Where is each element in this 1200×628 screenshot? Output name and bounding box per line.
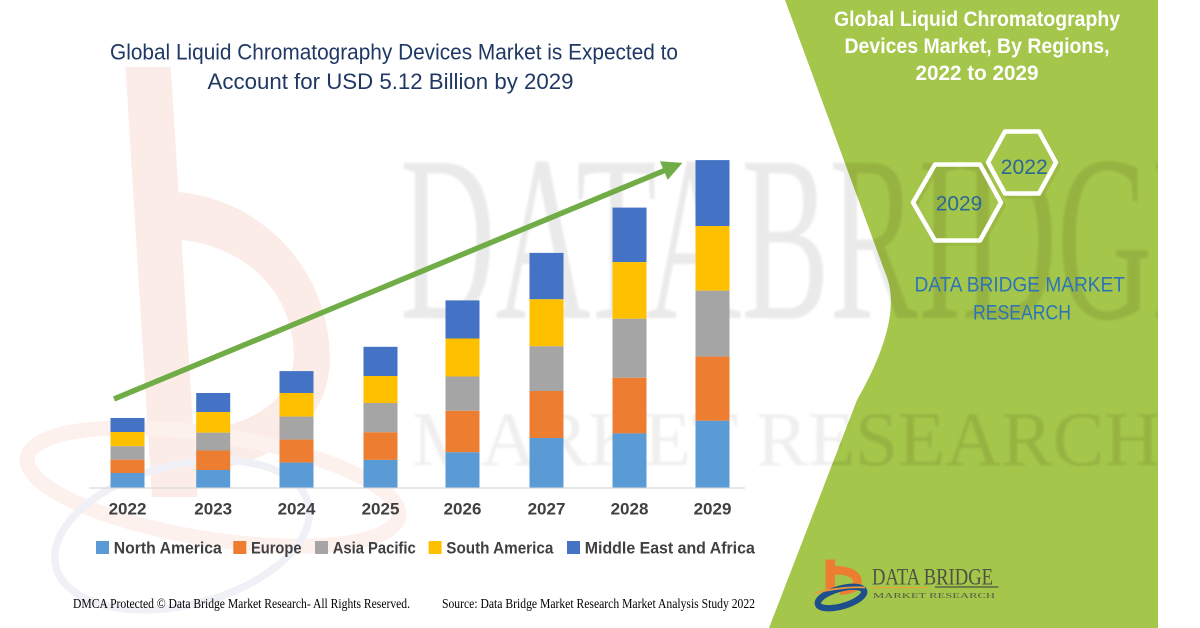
svg-text:2027: 2027 xyxy=(528,500,566,519)
svg-text:2022: 2022 xyxy=(109,500,147,519)
svg-text:DATA BRIDGE: DATA BRIDGE xyxy=(872,565,993,590)
svg-text:2024: 2024 xyxy=(278,500,316,519)
svg-text:Europe: Europe xyxy=(251,539,302,558)
svg-text:2023: 2023 xyxy=(194,500,232,519)
svg-text:2029: 2029 xyxy=(936,193,983,216)
svg-text:2028: 2028 xyxy=(611,500,649,519)
svg-text:Devices Market, By Regions,: Devices Market, By Regions, xyxy=(845,35,1110,58)
svg-text:DATA BRIDGE MARKET: DATA BRIDGE MARKET xyxy=(914,274,1125,297)
svg-text:Account for USD 5.12 Billion b: Account for USD 5.12 Billion by 2029 xyxy=(208,69,574,94)
svg-text:Source: Data Bridge Market Res: Source: Data Bridge Market Research Mark… xyxy=(442,596,755,611)
svg-text:DMCA Protected © Data Bridge M: DMCA Protected © Data Bridge Market Rese… xyxy=(73,596,410,611)
svg-text:South America: South America xyxy=(446,539,553,558)
svg-text:North America: North America xyxy=(114,539,223,558)
svg-text:2025: 2025 xyxy=(362,500,400,519)
svg-text:2022 to 2029: 2022 to 2029 xyxy=(916,62,1039,85)
svg-text:Asia Pacific: Asia Pacific xyxy=(333,539,416,558)
svg-text:RESEARCH: RESEARCH xyxy=(973,302,1071,325)
svg-text:Global Liquid Chromatography D: Global Liquid Chromatography Devices Mar… xyxy=(110,40,678,65)
svg-text:2029: 2029 xyxy=(694,500,732,519)
svg-text:Middle East and Africa: Middle East and Africa xyxy=(585,539,756,558)
svg-text:2026: 2026 xyxy=(444,500,482,519)
svg-text:2022: 2022 xyxy=(1001,156,1048,179)
svg-text:Global Liquid Chromatography: Global Liquid Chromatography xyxy=(834,8,1120,31)
svg-text:MARKET RESEARCH: MARKET RESEARCH xyxy=(873,591,996,600)
